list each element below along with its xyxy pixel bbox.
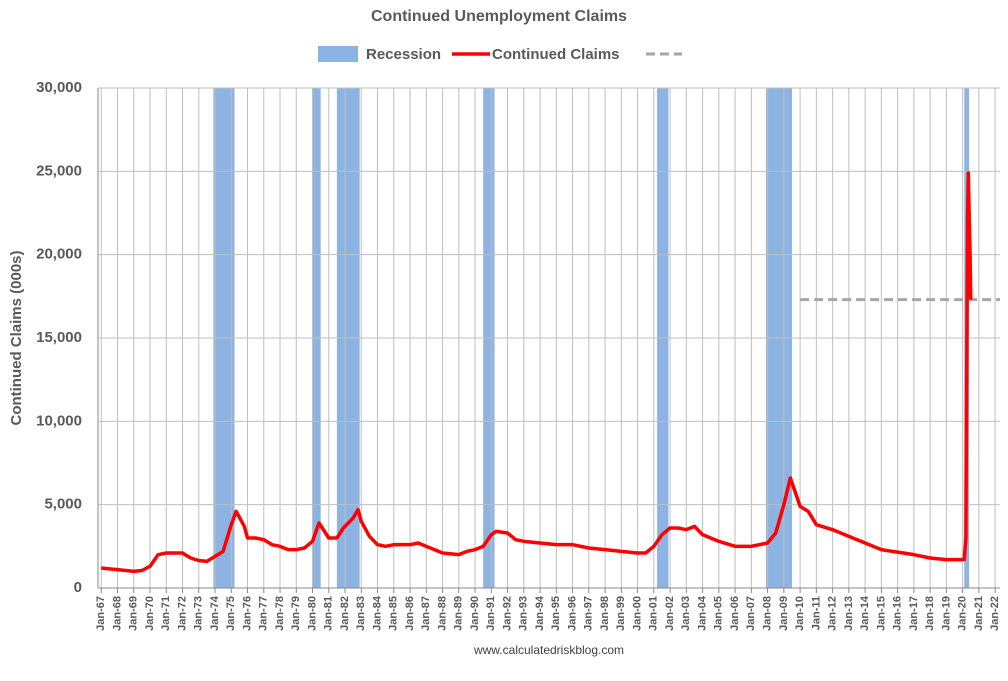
x-tick-label: Jan-73 [193,596,205,631]
y-tick-label: 15,000 [36,329,82,346]
x-tick-label: Jan-83 [355,596,367,631]
x-tick-label: Jan-00 [631,596,643,631]
x-tick-label: Jan-81 [323,596,335,631]
x-tick-label: Jan-74 [209,595,221,631]
x-tick-label: Jan-12 [827,596,839,631]
x-tick-label: Jan-80 [306,596,318,631]
x-tick-label: Jan-78 [274,596,286,631]
x-tick-label: Jan-86 [404,596,416,631]
x-tick-label: Jan-88 [436,596,448,631]
x-tick-label: Jan-22 [989,596,1001,631]
x-tick-label: Jan-87 [420,596,432,631]
x-tick-label: Jan-85 [388,596,400,631]
x-tick-label: Jan-68 [111,596,123,631]
y-tick-label: 5,000 [44,496,82,513]
x-tick-label: Jan-79 [290,596,302,631]
x-tick-label: Jan-77 [258,596,270,631]
x-tick-label: Jan-84 [371,595,383,631]
x-tick-label: Jan-71 [160,596,172,631]
line-series [101,171,973,574]
x-tick-label: Jan-89 [453,596,465,631]
y-tick-label: 10,000 [36,412,82,429]
legend-label: Continued Claims [492,46,620,63]
y-tick-label: 25,000 [36,162,82,179]
x-tick-label: Jan-15 [875,596,887,631]
x-tick-label: Jan-93 [518,596,530,631]
x-tick-label: Jan-94 [534,595,546,631]
x-tick-label: Jan-01 [648,596,660,631]
x-tick-label: Jan-05 [713,596,725,631]
x-tick-label: Jan-09 [778,596,790,631]
x-tick-label: Jan-04 [696,595,708,631]
x-tick-label: Jan-99 [615,596,627,631]
y-tick-label: 0 [74,579,82,596]
x-tick-label: Jan-11 [810,596,822,630]
x-tick-label: Jan-13 [843,596,855,631]
x-tick-label: Jan-67 [95,596,107,631]
x-tick-label: Jan-06 [729,596,741,631]
x-tick-label: Jan-02 [664,596,676,631]
x-tick-label: Jan-03 [680,596,692,631]
x-tick-label: Jan-20 [957,596,969,631]
x-tick-label: Jan-97 [583,596,595,631]
x-tick-label: Jan-21 [973,596,985,631]
x-tick-label: Jan-70 [144,596,156,631]
x-tick-label: Jan-08 [761,596,773,631]
x-tick-label: Jan-14 [859,595,871,631]
x-tick-label: Jan-18 [924,596,936,631]
legend-label: Recession [366,46,441,63]
x-tick-label: Jan-91 [485,596,497,631]
y-tick-label: 30,000 [36,79,82,96]
x-tick-label: Jan-17 [908,596,920,631]
y-tick-label: 20,000 [36,246,82,263]
x-tick-label: Jan-95 [550,596,562,631]
x-tick-label: Jan-82 [339,596,351,631]
x-tick-label: Jan-75 [225,596,237,631]
x-tick-label: Jan-96 [566,596,578,631]
x-tick-label: Jan-76 [241,596,253,631]
x-tick-label: Jan-19 [940,596,952,631]
x-tick-label: Jan-72 [176,596,188,631]
x-tick-label: Jan-10 [794,596,806,631]
x-tick-label: Jan-16 [892,596,904,631]
chart-title: Continued Unemployment Claims [371,8,627,25]
x-tick-label: Jan-90 [469,596,481,631]
source-note: www.calculatedriskblog.com [473,643,624,657]
x-tick-label: Jan-69 [128,596,140,631]
x-tick-label: Jan-92 [501,596,513,631]
legend-swatch [318,46,358,62]
x-tick-label: Jan-07 [745,596,757,631]
x-tick-label: Jan-98 [599,596,611,631]
y-axis-label: Continued Claims (000s) [8,250,25,425]
